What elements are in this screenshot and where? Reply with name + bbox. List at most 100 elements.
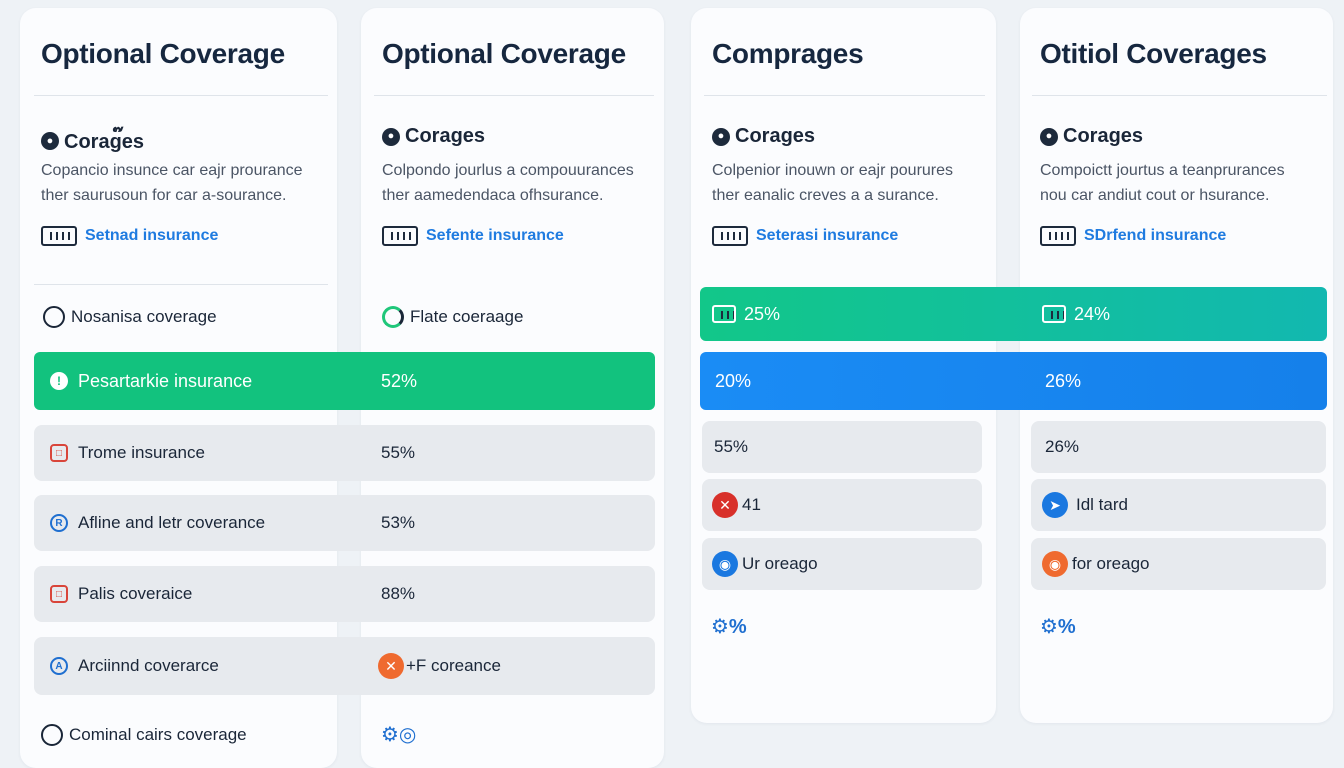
section-subtitle: ● Corages (1040, 125, 1143, 148)
chart-settings-icon[interactable]: ⚙% (1040, 616, 1076, 638)
radio-label: Flate coeraage (410, 307, 524, 326)
close-icon: ✕ (378, 653, 404, 679)
keyboard-icon (382, 226, 418, 246)
coverage-icon: ● (382, 127, 400, 146)
row-label: Palis coveraice (78, 584, 193, 603)
row-value: 25% (744, 303, 781, 324)
row-value: +F coreance (406, 656, 501, 675)
link-label: Sefente insurance (426, 227, 564, 244)
row-label: Afline and letr coverance (78, 513, 266, 532)
link-label: SDrfend insurance (1084, 227, 1227, 244)
row-label: Pesartarkie insurance (78, 370, 253, 391)
table-row[interactable]: A Arciinnd coverarce ✕ +F coreance (34, 637, 655, 695)
chart-settings-icon[interactable]: ⚙% (711, 616, 747, 638)
keyboard-icon (41, 226, 77, 246)
description: Colpondo jourlus a compouurances ther aa… (382, 158, 634, 208)
calendar-icon: □ (50, 585, 68, 603)
subtitle-text: Corages (1063, 125, 1144, 147)
row-value: 26% (1045, 370, 1082, 391)
link-label: Seterasi insurance (756, 227, 899, 244)
column-title: Comprages (712, 38, 864, 69)
row-value: 26% (1045, 437, 1080, 456)
globe-icon: ◉ (1042, 551, 1068, 577)
section-subtitle: ● Corages (712, 125, 815, 148)
calendar-icon: □ (50, 444, 68, 462)
row-value: for oreago (1072, 554, 1150, 573)
highlight-row-blue[interactable]: 20% 26% (700, 352, 1327, 410)
table-row[interactable]: ✕ 41 (702, 479, 982, 531)
column-title: Optional Coverage (382, 38, 626, 69)
calendar-icon (1042, 305, 1066, 323)
insurance-link[interactable]: Seterasi insurance (712, 226, 898, 246)
row-label: Arciinnd coverarce (78, 656, 219, 675)
row-value: 24% (1074, 303, 1111, 324)
table-row[interactable]: 55% (702, 421, 982, 473)
row-label: Trome insurance (78, 443, 205, 462)
divider (34, 95, 328, 96)
table-row[interactable]: R Afline and letr coverance 53% (34, 495, 655, 551)
section-subtitle: ● Corag๊es (41, 125, 144, 157)
radio-icon (41, 724, 63, 746)
coverage-icon: ● (41, 132, 59, 150)
row-value: 53% (381, 513, 416, 532)
radio-icon (43, 306, 65, 328)
row-value-group: 24% (1042, 304, 1110, 325)
keyboard-icon (1040, 226, 1076, 246)
description-line: Compoictt jourtus a teanprurances (1040, 162, 1285, 179)
row-value: 52% (381, 370, 418, 391)
coverage-radio-option[interactable]: Nosanisa coverage (43, 306, 217, 328)
description: Compoictt jourtus a teanprurances nou ca… (1040, 158, 1285, 208)
coverage-radio-option[interactable]: Cominal cairs coverage (41, 724, 247, 746)
divider (1032, 95, 1327, 96)
keyboard-icon (712, 226, 748, 246)
description: Colpenior inouwn or eajr pourures ther e… (712, 158, 953, 208)
description-line: ther aamedendaca ofhsurance. (382, 187, 604, 204)
row-value: Ur oreago (742, 554, 818, 573)
link-label: Setnad insurance (85, 227, 219, 244)
description-line: ther eanalic creves a a surance. (712, 187, 939, 204)
description-line: nou car andiut cout or hsurance. (1040, 187, 1270, 204)
table-row[interactable]: ◉ for oreago (1031, 538, 1326, 590)
table-row[interactable]: 26% (1031, 421, 1326, 473)
divider (34, 284, 328, 285)
column-title: Otitiol Coverages (1040, 38, 1267, 69)
coverage-radio-option[interactable]: Flate coeraage (382, 306, 523, 328)
divider (704, 95, 985, 96)
description-line: Colpenior inouwn or eajr pourures (712, 162, 954, 179)
table-row[interactable]: ➤ Idl tard (1031, 479, 1326, 531)
row-value: Idl tard (1076, 495, 1128, 514)
globe-icon: ➤ (1042, 492, 1068, 518)
insurance-link[interactable]: SDrfend insurance (1040, 226, 1226, 246)
table-row[interactable]: □ Palis coveraice 88% (34, 566, 655, 622)
shield-icon: R (50, 514, 68, 532)
coverage-icon: ● (712, 127, 730, 146)
calendar-icon (712, 305, 736, 323)
insurance-link[interactable]: Setnad insurance (41, 226, 218, 246)
close-icon: ✕ (712, 492, 738, 518)
row-value-group: ✕ +F coreance (378, 653, 501, 679)
highlight-row[interactable]: ! Pesartarkie insurance 52% (34, 352, 655, 410)
row-value: 55% (381, 443, 416, 462)
column-title: Optional Coverage (41, 38, 285, 69)
chart-settings-icon[interactable]: ⚙◎ (381, 724, 417, 746)
globe-icon: ◉ (712, 551, 738, 577)
radio-label: Cominal cairs coverage (69, 725, 247, 744)
section-subtitle: ● Corages (382, 125, 485, 148)
highlight-row-teal[interactable]: 25% 24% (700, 287, 1327, 341)
coverage-icon: ● (1040, 127, 1058, 146)
table-row[interactable]: ◉ Ur oreago (702, 538, 982, 590)
subtitle-text: Corages (405, 125, 486, 147)
radio-label: Nosanisa coverage (71, 307, 217, 326)
description: Copancio insunce car eajr prourance ther… (41, 158, 302, 208)
row-value: 55% (714, 437, 749, 456)
subtitle-text: Corages (735, 125, 816, 147)
table-row[interactable]: □ Trome insurance 55% (34, 425, 655, 481)
description-line: Colpondo jourlus a compouurances (382, 162, 634, 179)
shield-icon: A (50, 657, 68, 675)
subtitle-text: Corag๊es (64, 131, 145, 153)
row-value: 20% (715, 370, 752, 391)
row-value: 41 (742, 495, 761, 514)
radio-selected-icon (382, 306, 404, 328)
row-value: 88% (381, 584, 416, 603)
insurance-link[interactable]: Sefente insurance (382, 226, 564, 246)
